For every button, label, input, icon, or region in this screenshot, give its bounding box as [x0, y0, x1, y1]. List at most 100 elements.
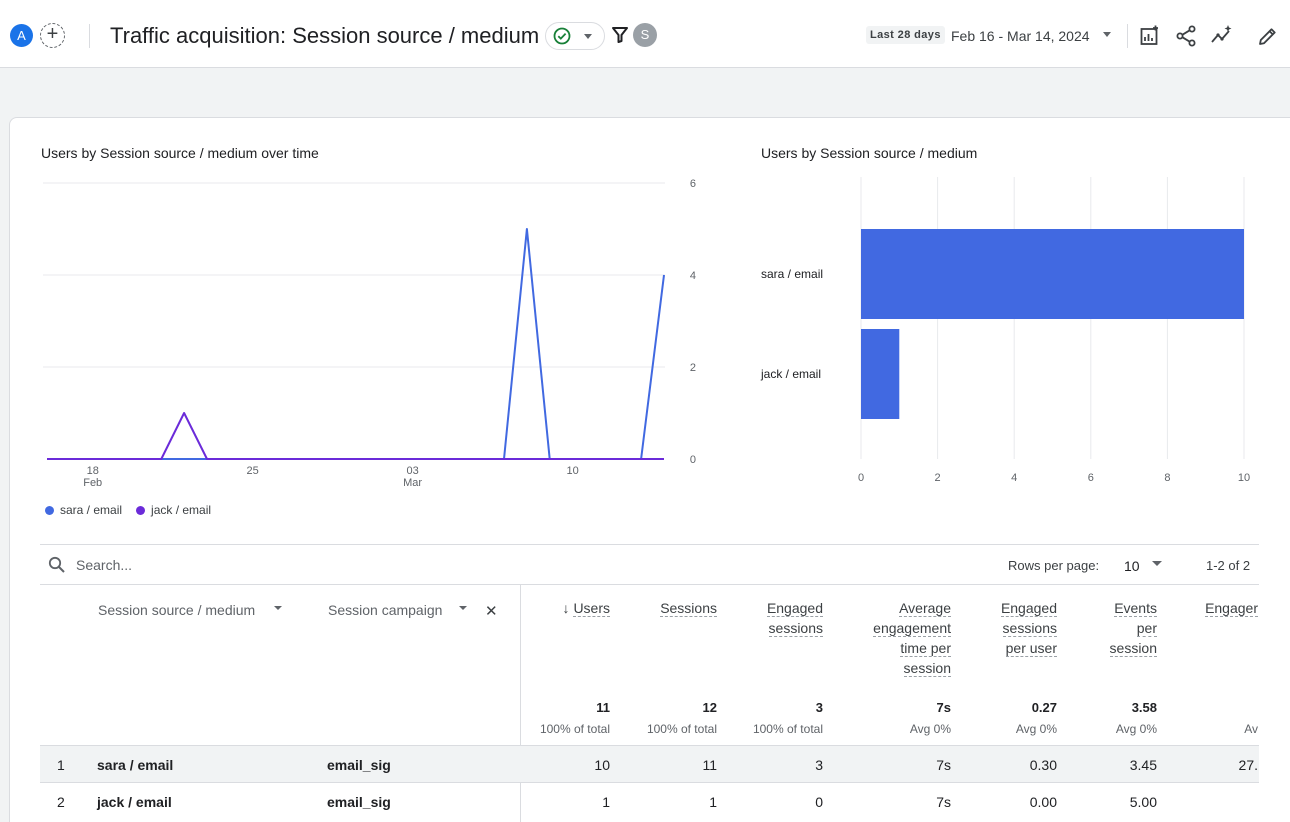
rows-per-page-select[interactable]: 10: [1124, 558, 1140, 574]
report-header: A + Traffic acquisition: Session source …: [0, 0, 1290, 68]
search-icon: [48, 556, 65, 573]
x-tick-label: 25: [247, 465, 259, 477]
metric-header-label: per: [1136, 620, 1157, 637]
dimension-header-source[interactable]: Session source / medium: [98, 602, 256, 618]
metric-total: 3: [815, 700, 823, 715]
customize-report-icon[interactable]: [1138, 24, 1162, 48]
caret-down-icon[interactable]: [274, 606, 282, 611]
metric-header-label: Engaged: [1000, 600, 1057, 617]
metric-total: 12: [702, 700, 717, 715]
legend-item[interactable]: jack / email: [136, 503, 211, 517]
user-avatar[interactable]: S: [633, 23, 657, 47]
page-title: Traffic acquisition: Session source / me…: [110, 23, 540, 48]
check-circle-icon: [553, 27, 571, 45]
series-line-sara-email: [47, 228, 665, 460]
edit-pencil-icon[interactable]: [1256, 24, 1280, 48]
metric-header-label: session: [1109, 640, 1157, 657]
add-comparison-button[interactable]: +: [40, 23, 65, 48]
metric-total-subtext: 100% of total: [752, 722, 823, 736]
x-tick-label: 10: [566, 465, 578, 477]
row-campaign: email_sig: [327, 794, 391, 810]
metric-total: 7s: [936, 700, 951, 715]
table-row[interactable]: [40, 782, 1259, 819]
metric-cell: 10: [594, 757, 610, 773]
row-index: 2: [57, 794, 65, 810]
metric-header-label: Average: [899, 600, 951, 617]
x-tick-label: 6: [1088, 472, 1094, 484]
x-tick-label: 18: [87, 465, 99, 477]
remove-dimension-button[interactable]: ✕: [485, 603, 498, 620]
date-range-picker[interactable]: Feb 16 - Mar 14, 2024: [951, 28, 1090, 44]
caret-down-icon[interactable]: [1102, 32, 1112, 38]
metric-cell: 7s: [936, 794, 951, 810]
row-index: 1: [57, 757, 65, 773]
dimension-header-campaign[interactable]: Session campaign: [328, 602, 443, 618]
table-search-input[interactable]: [76, 555, 376, 575]
series-line-jack-email: [47, 412, 664, 460]
metric-cell: 27.: [1238, 757, 1258, 773]
row-campaign: email_sig: [327, 757, 391, 773]
bar-chart-title: Users by Session source / medium: [761, 145, 978, 161]
x-tick-label: 10: [1238, 472, 1250, 484]
metric-total-subtext: Avg 0%: [1115, 722, 1157, 736]
column-divider: [520, 585, 521, 822]
caret-down-icon[interactable]: [1152, 561, 1162, 567]
metric-total-subtext: Avg 0%: [909, 722, 951, 736]
y-tick-label: 0: [690, 454, 696, 466]
metric-cell: 11: [702, 757, 717, 773]
metric-header-label: time per: [900, 640, 951, 657]
x-tick-month: Mar: [403, 477, 422, 489]
table-row[interactable]: [40, 745, 1259, 782]
row-source-medium[interactable]: sara / email: [97, 757, 174, 773]
metric-cell: 7s: [936, 757, 951, 773]
metric-header-label: Engager: [1205, 600, 1258, 617]
metric-header-label: engagement: [873, 620, 951, 637]
metric-cell: 3: [815, 757, 823, 773]
metric-header[interactable]: Events per session: [1109, 598, 1157, 658]
legend-label: sara / email: [60, 503, 123, 517]
y-tick-label: 6: [690, 178, 696, 190]
metric-cell: 0.30: [1029, 757, 1057, 773]
caret-down-icon: [584, 34, 592, 39]
metric-header[interactable]: Engager: [1205, 598, 1258, 618]
legend-label: jack / email: [151, 503, 212, 517]
row-source-medium[interactable]: jack / email: [97, 794, 172, 810]
x-tick-label: 4: [1011, 472, 1017, 484]
date-preset-chip[interactable]: Last 28 days: [866, 26, 945, 44]
legend-item[interactable]: sara / email: [45, 503, 122, 517]
metric-total-subtext: Av: [1244, 722, 1258, 736]
report-status-dropdown[interactable]: [545, 22, 605, 50]
metric-header[interactable]: Sessions: [660, 598, 717, 618]
metric-total: 0.27: [1031, 700, 1057, 715]
x-tick-month: Feb: [83, 477, 102, 489]
metric-header[interactable]: Average engagement time per session: [873, 598, 951, 678]
y-tick-label: 4: [690, 270, 696, 282]
line-chart-legend: sara / email jack / email: [45, 503, 211, 517]
metric-cell: 5.00: [1129, 794, 1157, 810]
filter-icon[interactable]: [611, 26, 629, 44]
metric-total-subtext: 100% of total: [646, 722, 717, 736]
category-label: jack / email: [760, 367, 821, 381]
divider: [89, 24, 90, 48]
account-avatar[interactable]: A: [10, 24, 33, 47]
metric-header-label: sessions: [1002, 620, 1057, 637]
y-tick-label: 2: [690, 362, 696, 374]
x-tick-label: 8: [1164, 472, 1170, 484]
metric-header-label: sessions: [768, 620, 823, 637]
legend-dot: [136, 505, 146, 515]
metric-total-subtext: Avg 0%: [1015, 722, 1057, 736]
users-by-source-bar-chart: 0 2 4 6 8 10 sara / email jack / email: [760, 177, 1250, 484]
share-icon[interactable]: [1174, 24, 1198, 48]
metric-cell: 0.00: [1029, 794, 1057, 810]
category-label: sara / email: [761, 267, 823, 281]
sort-descending-icon: ↓: [562, 600, 570, 616]
metric-header[interactable]: Engaged sessions per user: [1000, 598, 1057, 658]
metric-header[interactable]: Engaged sessions: [766, 598, 823, 638]
x-tick-label: 03: [407, 465, 419, 477]
metric-cell: 1: [709, 794, 717, 810]
metric-header[interactable]: ↓ Users: [562, 598, 610, 618]
rows-per-page-label: Rows per page:: [1008, 558, 1100, 573]
caret-down-icon[interactable]: [459, 606, 467, 611]
insights-icon[interactable]: [1210, 24, 1234, 48]
metric-total: 11: [596, 700, 610, 715]
